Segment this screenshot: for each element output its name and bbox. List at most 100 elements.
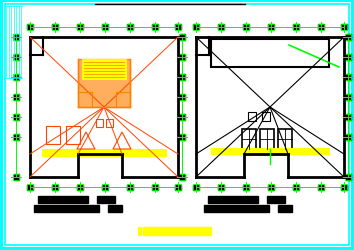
Bar <box>175 184 181 190</box>
Bar <box>262 112 270 122</box>
Bar <box>243 184 249 190</box>
Bar <box>293 184 299 190</box>
Bar <box>77 25 83 31</box>
Bar <box>204 205 269 212</box>
Bar <box>193 25 199 31</box>
Bar <box>127 184 133 190</box>
Bar <box>97 196 115 203</box>
Bar <box>278 130 292 150</box>
Bar <box>345 134 351 140</box>
Bar <box>179 114 185 120</box>
Bar <box>179 35 185 41</box>
Bar <box>175 185 181 190</box>
Bar <box>52 25 58 31</box>
Bar <box>14 55 19 61</box>
Bar <box>268 184 274 190</box>
Bar <box>152 185 158 190</box>
Bar <box>346 55 351 61</box>
Bar <box>193 184 199 190</box>
Bar <box>27 185 33 190</box>
Bar <box>14 35 19 41</box>
Bar <box>14 134 19 140</box>
Bar <box>46 126 60 144</box>
Bar <box>179 134 185 140</box>
Bar <box>152 25 158 30</box>
Bar <box>193 25 199 30</box>
Bar <box>180 134 185 140</box>
Bar <box>175 25 181 30</box>
Bar <box>179 94 185 100</box>
Bar <box>102 185 108 190</box>
Bar <box>193 185 199 190</box>
Bar <box>341 25 347 31</box>
Bar <box>346 134 351 140</box>
Bar <box>14 174 19 180</box>
Bar <box>318 25 324 30</box>
Bar <box>13 75 19 81</box>
Bar <box>82 60 126 80</box>
Bar <box>345 35 351 41</box>
Bar <box>14 114 19 120</box>
Bar <box>218 25 224 30</box>
Bar <box>341 25 347 30</box>
Bar <box>127 185 133 190</box>
Bar <box>180 114 185 120</box>
Bar <box>243 25 249 30</box>
Bar <box>13 174 19 180</box>
Bar <box>208 196 258 203</box>
Bar <box>243 25 249 31</box>
Bar <box>14 75 19 81</box>
Bar <box>102 25 108 31</box>
Bar <box>52 25 58 30</box>
Bar <box>318 184 324 190</box>
Bar <box>96 120 103 128</box>
Bar <box>293 185 299 190</box>
Bar <box>180 75 185 81</box>
Bar <box>318 185 324 190</box>
Bar <box>346 114 351 120</box>
Bar <box>248 112 256 122</box>
Bar <box>293 25 299 31</box>
Bar <box>341 185 347 190</box>
Bar <box>345 75 351 81</box>
Bar <box>268 25 274 31</box>
Bar <box>346 35 351 41</box>
Bar <box>27 184 33 190</box>
Bar <box>77 25 83 30</box>
Bar <box>52 184 58 190</box>
Bar <box>180 174 185 180</box>
Bar <box>243 185 249 190</box>
Bar <box>13 94 19 100</box>
Bar <box>13 134 19 140</box>
Bar <box>42 150 166 156</box>
Bar <box>346 94 351 100</box>
Bar <box>346 174 351 180</box>
Bar <box>27 25 33 30</box>
Bar <box>152 184 158 190</box>
Bar <box>143 227 211 235</box>
Bar <box>267 196 285 203</box>
Bar <box>66 126 80 144</box>
Bar <box>242 130 256 150</box>
Bar <box>179 55 185 61</box>
Bar <box>180 35 185 41</box>
Bar <box>138 227 141 235</box>
Bar <box>318 25 324 31</box>
Bar <box>78 60 130 108</box>
Bar <box>102 184 108 190</box>
Bar <box>13 55 19 61</box>
Bar <box>14 94 19 100</box>
Bar <box>346 75 351 81</box>
Bar <box>77 185 83 190</box>
Bar <box>38 196 88 203</box>
Bar <box>77 184 83 190</box>
Bar <box>218 25 224 31</box>
Bar <box>152 25 158 31</box>
Bar <box>179 75 185 81</box>
Bar <box>108 205 122 212</box>
Bar <box>211 40 329 68</box>
Bar <box>341 184 347 190</box>
Bar <box>180 94 185 100</box>
Bar <box>127 25 133 30</box>
Bar <box>293 25 299 30</box>
